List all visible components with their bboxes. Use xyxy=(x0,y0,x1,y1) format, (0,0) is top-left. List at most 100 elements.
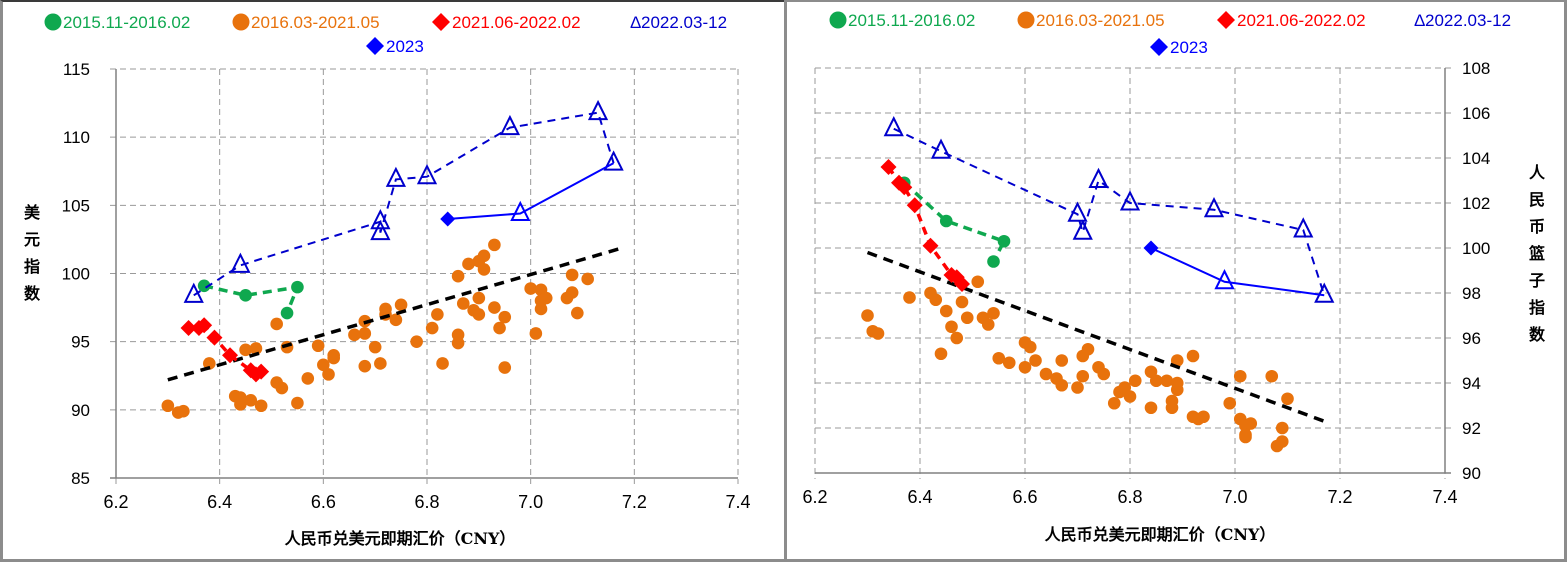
point-2022 xyxy=(930,138,952,159)
point-2023 xyxy=(440,211,456,227)
point-2016-2021 xyxy=(1233,369,1247,383)
point-2021-2022 xyxy=(253,363,270,380)
point-2016-2021 xyxy=(472,308,486,321)
legend-diamond-icon xyxy=(1150,38,1168,56)
point-2022 xyxy=(883,116,904,137)
line-2015-2016 xyxy=(903,181,1007,263)
point-2016-2021 xyxy=(1160,374,1174,388)
point-2016-2021 xyxy=(1170,376,1184,390)
point-2016-2021 xyxy=(1149,374,1163,388)
y-axis-title: 美元指数 xyxy=(24,203,41,303)
point-2016-2021 xyxy=(1076,369,1090,383)
point-2021-2022 xyxy=(880,159,897,175)
legend-diamond-icon xyxy=(366,37,384,55)
y-tick-label: 100 xyxy=(1462,239,1490,258)
line-2022 xyxy=(893,127,1326,296)
point-2016-2021 xyxy=(436,357,449,370)
point-2016-2021 xyxy=(425,321,439,335)
point-2016-2021 xyxy=(992,351,1006,365)
point-2016-2021 xyxy=(529,327,543,340)
point-2016-2021 xyxy=(358,327,372,340)
point-2016-2021 xyxy=(1055,378,1069,392)
chart-panel-cny-basket: 90 92 94 96 98 100 102 104 106 108 6.2 6.4 6.6 6.8 7.0… xyxy=(784,0,1567,562)
line-2015-2016 xyxy=(203,284,301,314)
x-tick-label: 6.8 xyxy=(1117,487,1142,507)
point-2016-2021 xyxy=(177,404,190,418)
legend-label: 2023 xyxy=(386,37,424,56)
point-2016-2021 xyxy=(934,347,948,361)
point-2021-2022 xyxy=(180,320,197,337)
legend-label: 2015.11-2016.02 xyxy=(63,13,190,32)
point-2016-2021 xyxy=(374,357,387,370)
y-tick-label: 95 xyxy=(71,333,90,352)
point-2016-2021 xyxy=(1186,349,1200,363)
point-2016-2021 xyxy=(275,381,289,395)
point-2016-2021 xyxy=(861,309,874,322)
point-2016-2021 xyxy=(1029,354,1042,367)
point-2016-2021 xyxy=(1239,430,1252,444)
x-tick-label: 7.0 xyxy=(518,492,543,512)
line-2023 xyxy=(447,162,615,220)
point-2022 xyxy=(1203,197,1225,218)
y-tick-label: 96 xyxy=(1462,329,1481,348)
y-tick-label: 90 xyxy=(71,401,90,420)
x-tick-label: 7.4 xyxy=(1432,487,1457,507)
legend-label: 2022.03-12 xyxy=(641,13,727,32)
point-2021-2022 xyxy=(954,276,970,292)
point-2015-2016 xyxy=(197,279,211,293)
point-2016-2021 xyxy=(1170,354,1184,367)
point-2016-2021 xyxy=(234,391,247,404)
point-2015-2016 xyxy=(997,234,1011,248)
legend-label: 2021.06-2022.02 xyxy=(1237,11,1366,30)
line-2022 xyxy=(193,111,615,297)
legend-label: 2023 xyxy=(1170,38,1208,57)
trend-line xyxy=(866,250,1325,423)
point-2016-2021 xyxy=(161,399,175,413)
point-2022 xyxy=(603,150,624,171)
point-2021-2022 xyxy=(906,197,923,214)
point-2016-2021 xyxy=(960,311,974,325)
point-2022 xyxy=(1293,217,1314,238)
legend-item: 2023 xyxy=(1150,38,1208,57)
point-2016-2021 xyxy=(249,342,263,355)
point-2016-2021 xyxy=(987,306,1000,320)
point-2021-2022 xyxy=(222,347,239,364)
legend-item: Δ 2022.03-12 xyxy=(630,13,727,32)
point-2022 xyxy=(1072,219,1093,240)
y-tick-label: 110 xyxy=(63,128,90,147)
x-tick-label: 6.6 xyxy=(311,492,336,512)
point-2016-2021 xyxy=(1197,410,1210,424)
y-tick-label: 94 xyxy=(1462,374,1481,393)
point-2016-2021 xyxy=(498,361,512,374)
legend-label: 2022.03-12 xyxy=(1425,11,1511,30)
legend-diamond-icon xyxy=(432,13,450,31)
point-2016-2021 xyxy=(1055,354,1069,367)
legend-diamond-icon xyxy=(1217,11,1235,29)
point-2016-2021 xyxy=(462,257,475,271)
point-2016-2021 xyxy=(493,321,506,335)
y-tick-label: 100 xyxy=(62,265,90,284)
point-2016-2021 xyxy=(244,393,258,407)
point-2016-2021 xyxy=(472,291,486,305)
point-2016-2021 xyxy=(254,399,268,413)
point-2022 xyxy=(1067,201,1088,222)
point-2016-2021 xyxy=(950,331,964,345)
y-tick-label: 98 xyxy=(1462,284,1481,303)
point-2022 xyxy=(416,163,438,185)
legend-circle-icon xyxy=(232,13,250,31)
point-2022 xyxy=(1088,167,1109,188)
point-2016-2021 xyxy=(1107,396,1121,410)
legend-circle-icon xyxy=(829,11,847,29)
point-2015-2016 xyxy=(291,280,304,294)
point-2016-2021 xyxy=(581,272,594,286)
point-2016-2021 xyxy=(939,304,953,318)
legend-item: 2021.06-2022.02 xyxy=(1217,11,1366,30)
point-2016-2021 xyxy=(1144,401,1158,415)
point-2015-2016 xyxy=(239,289,252,302)
point-2016-2021 xyxy=(1275,421,1289,435)
point-2022 xyxy=(587,99,609,121)
y-tick-label: 85 xyxy=(71,469,90,488)
point-2016-2021 xyxy=(270,317,283,331)
point-2022 xyxy=(370,219,391,241)
point-2022 xyxy=(183,282,204,303)
